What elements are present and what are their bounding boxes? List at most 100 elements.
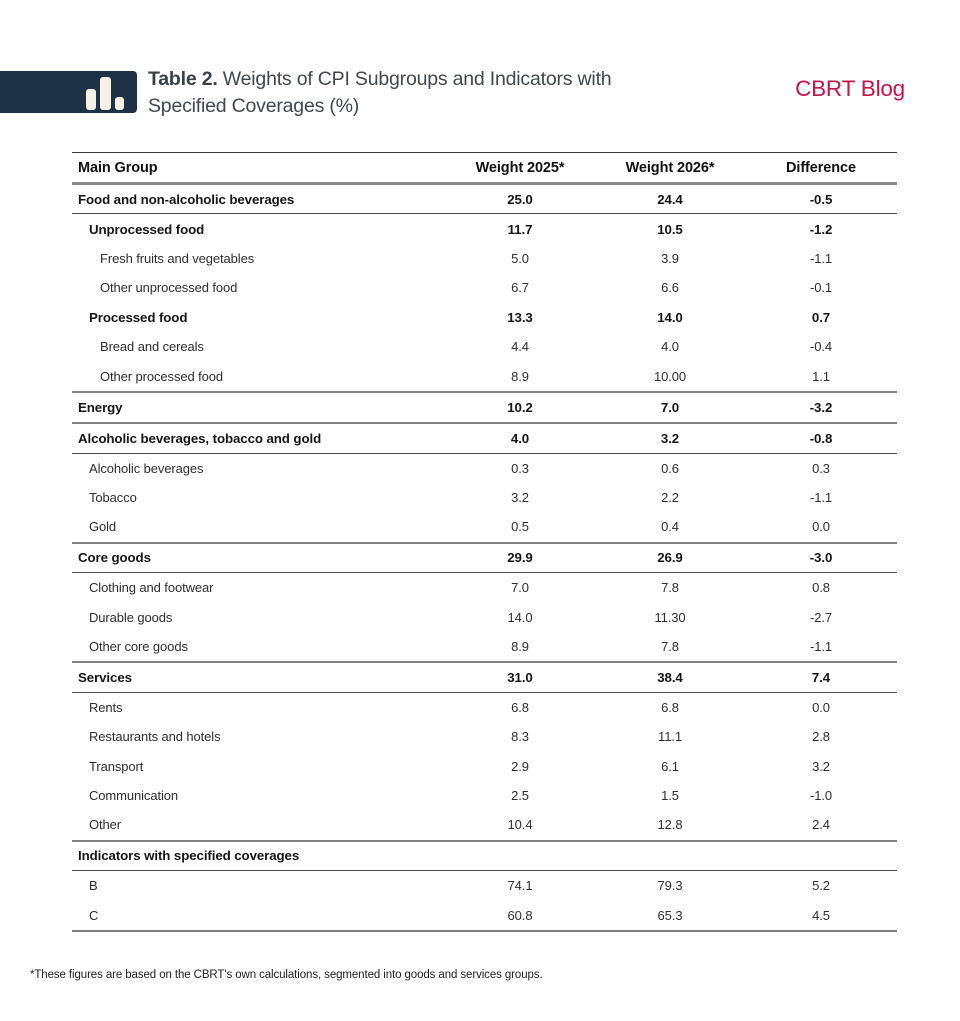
cell-weight-2026: 6.6	[661, 280, 679, 296]
cell-weight-2026: 7.0	[660, 399, 680, 415]
table-row: Other unprocessed food 6.7 6.6 -0.1	[72, 273, 897, 302]
table-row: Indicators with specified coverages	[72, 842, 897, 871]
table-section: Core goods 29.9 26.9 -3.0 Clothing and footw…	[72, 544, 897, 664]
row-label: Other	[89, 817, 122, 833]
cell-weight-2026: 11.30	[654, 609, 686, 625]
row-label: C	[89, 907, 99, 923]
table-row: Processed food 13.3 14.0 0.7	[72, 303, 897, 332]
table-body: Food and non-alcoholic beverages 25.0 24.4…	[72, 185, 897, 932]
row-label: Rents	[89, 699, 123, 715]
row-label: Unprocessed food	[89, 221, 205, 237]
cell-difference: 2.4	[812, 817, 830, 833]
cell-difference: -1.1	[809, 490, 832, 506]
cell-weight-2026: 1.5	[661, 788, 679, 803]
cell-difference: -1.1	[809, 250, 832, 266]
table-row: Clothing and footwear 7.0 7.8 0.8	[72, 573, 897, 602]
cell-weight-2025: 5.0	[511, 250, 529, 266]
cell-weight-2025: 0.3	[511, 460, 529, 476]
table-row: Other 10.4 12.8 2.4	[72, 810, 897, 839]
cell-weight-2025: 4.0	[510, 430, 530, 446]
cell-weight-2026: 12.8	[657, 817, 683, 833]
table-row: Other processed food 8.9 10.00 1.1	[72, 361, 897, 390]
cell-difference: -0.5	[809, 191, 833, 207]
table-row: Other core goods 8.9 7.8 -1.1	[72, 632, 897, 661]
cell-difference: 3.2	[812, 758, 830, 774]
cell-difference: -1.2	[809, 221, 833, 237]
cell-weight-2025: 25.0	[507, 191, 533, 207]
cell-weight-2026: 10.00	[653, 368, 687, 384]
cell-weight-2025: 4.4	[511, 339, 529, 355]
cell-weight-2025: 8.9	[511, 639, 529, 655]
table-row: Durable goods 14.0 11.30 -2.7	[72, 602, 897, 631]
cell-weight-2025: 31.0	[507, 669, 533, 685]
table-title-text: Weights of CPI Subgroups and Indicators …	[148, 68, 612, 117]
cell-weight-2026: 14.0	[657, 309, 683, 325]
row-label: Services	[78, 669, 132, 685]
cell-difference: -2.7	[809, 609, 832, 625]
table-section: Energy 10.2 7.0 -3.2	[72, 393, 897, 425]
cell-difference: -0.8	[809, 430, 833, 446]
cell-difference: -1.0	[809, 788, 832, 803]
cell-difference: 0.0	[812, 519, 830, 535]
row-label: Other core goods	[89, 639, 188, 655]
cell-weight-2026: 0.4	[661, 519, 679, 535]
cell-difference: 5.2	[812, 878, 830, 894]
cell-weight-2026: 11.1	[658, 729, 682, 745]
table-row: Transport 2.9 6.1 3.2	[72, 751, 897, 780]
cell-weight-2026: 3.9	[661, 250, 679, 266]
table-row: Rents 6.8 6.8 0.0	[72, 693, 897, 722]
cell-weight-2026: 24.4	[657, 191, 683, 207]
table-row: Services 31.0 38.4 7.4	[72, 663, 897, 693]
cell-difference: 0.0	[812, 699, 830, 715]
cell-weight-2025: 7.0	[511, 580, 529, 596]
cell-difference: -0.1	[809, 280, 832, 296]
cell-weight-2026: 2.2	[661, 490, 679, 506]
row-label: Transport	[89, 758, 144, 774]
cell-difference: 7.4	[811, 669, 831, 685]
cell-weight-2025: 2.5	[511, 788, 529, 803]
cell-weight-2025: 29.9	[507, 550, 533, 566]
cell-difference: 2.8	[812, 729, 830, 745]
table-row: Tobacco 3.2 2.2 -1.1	[72, 483, 897, 512]
row-label: Core goods	[78, 550, 151, 566]
cell-weight-2025: 2.9	[511, 758, 529, 774]
cell-weight-2026: 38.4	[657, 669, 683, 685]
table-row: Food and non-alcoholic beverages 25.0 24.4…	[72, 185, 897, 215]
table-header-row: Main Group Weight 2025* Weight 2026* Dif…	[72, 152, 897, 185]
cell-weight-2026: 10.5	[657, 221, 683, 237]
row-label: Energy	[78, 399, 123, 415]
bar-chart-icon	[0, 71, 137, 113]
cell-weight-2026: 79.3	[657, 878, 683, 894]
table-row: Unprocessed food 11.7 10.5 -1.2	[72, 214, 897, 243]
row-label: Alcoholic beverages	[89, 460, 204, 476]
column-header-weight-2026: Weight 2026*	[625, 159, 715, 176]
row-label: Durable goods	[89, 609, 173, 625]
cell-weight-2026: 65.3	[657, 907, 683, 923]
bar-chart-icon-bar	[100, 77, 111, 110]
cell-weight-2025: 10.4	[507, 817, 533, 833]
table-row: Energy 10.2 7.0 -3.2	[72, 393, 897, 422]
cell-difference: -0.4	[809, 339, 832, 355]
cell-difference: 0.8	[812, 580, 830, 596]
cell-weight-2026: 6.1	[661, 758, 679, 774]
row-label: Gold	[89, 519, 117, 535]
cell-weight-2025: 8.9	[511, 368, 529, 384]
row-label: Clothing and footwear	[89, 580, 214, 596]
cell-weight-2026: 7.8	[661, 639, 679, 655]
cell-weight-2025: 13.3	[507, 309, 533, 325]
table-section: Alcoholic beverages, tobacco and gold 4.0…	[72, 424, 897, 544]
bar-chart-icon-bar	[86, 89, 96, 110]
row-label: Alcoholic beverages, tobacco and gold	[78, 430, 322, 446]
table-row: Core goods 29.9 26.9 -3.0	[72, 544, 897, 574]
cell-weight-2025: 8.3	[511, 729, 529, 745]
cell-weight-2026: 7.8	[661, 580, 679, 596]
table-row: Fresh fruits and vegetables 5.0 3.9 -1.1	[72, 244, 897, 273]
cell-weight-2025: 3.2	[511, 490, 529, 506]
table-section: Food and non-alcoholic beverages 25.0 24.4…	[72, 185, 897, 393]
cell-weight-2025: 11.7	[507, 221, 533, 237]
cell-weight-2026: 0.6	[661, 460, 679, 476]
table-row: C 60.8 65.3 4.5	[72, 900, 897, 929]
row-label: B	[89, 878, 98, 894]
row-label: Food and non-alcoholic beverages	[78, 191, 295, 207]
table-row: Alcoholic beverages 0.3 0.6 0.3	[72, 454, 897, 483]
